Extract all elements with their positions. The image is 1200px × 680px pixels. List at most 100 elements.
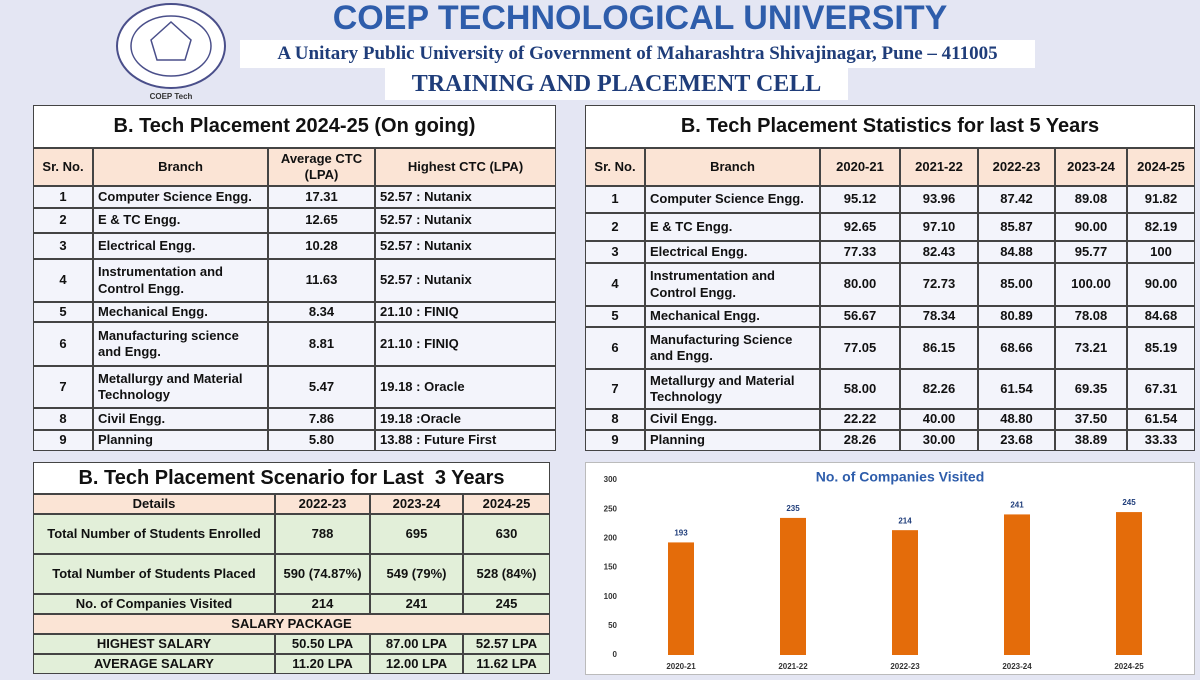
column-header: 2022-23 — [275, 494, 370, 514]
table-title: B. Tech Placement Scenario for Last 3 Ye… — [33, 462, 550, 494]
column-header: 2021-22 — [900, 148, 978, 186]
table-cell: 40.00 — [900, 409, 978, 430]
column-header: Highest CTC (LPA) — [375, 148, 556, 186]
table-cell: 78.34 — [900, 306, 978, 327]
logo-ring — [116, 3, 226, 89]
table-cell: 82.19 — [1127, 213, 1195, 241]
table-cell: 95.77 — [1055, 241, 1127, 263]
table-cell: 590 (74.87%) — [275, 554, 370, 594]
table-cell: Metallurgy and Material Technology — [645, 369, 820, 409]
column-header: 2024-25 — [1127, 148, 1195, 186]
table-cell: 12.65 — [268, 208, 375, 233]
value-label: 235 — [786, 504, 800, 513]
university-subtitle: A Unitary Public University of Governmen… — [240, 40, 1035, 68]
logo-caption: COEP Tech — [150, 92, 193, 101]
y-tick-label: 50 — [608, 621, 617, 630]
table-cell: 12.00 LPA — [370, 654, 463, 674]
table-cell: 100 — [1127, 241, 1195, 263]
table-cell: 85.19 — [1127, 327, 1195, 369]
table-cell: No. of Companies Visited — [33, 594, 275, 614]
table-cell: E & TC Engg. — [93, 208, 268, 233]
table-cell: 245 — [463, 594, 550, 614]
table-cell: 91.82 — [1127, 186, 1195, 213]
logo-emblem — [150, 20, 192, 61]
table-cell: Instrumentation and Control Engg. — [645, 263, 820, 306]
column-header: Branch — [93, 148, 268, 186]
table-cell: 2 — [585, 213, 645, 241]
bar — [780, 517, 806, 655]
table-cell: 7 — [33, 366, 93, 408]
table-cell: 58.00 — [820, 369, 900, 409]
table-cell: 77.33 — [820, 241, 900, 263]
table-cell: 4 — [33, 259, 93, 302]
table-cell: 4 — [585, 263, 645, 306]
table-cell: 11.63 — [268, 259, 375, 302]
y-tick-label: 150 — [604, 563, 618, 572]
table-cell: 67.31 — [1127, 369, 1195, 409]
table-cell: 3 — [585, 241, 645, 263]
table-cell: 5 — [585, 306, 645, 327]
x-tick-label: 2023-24 — [1002, 662, 1032, 671]
table-cell: 33.33 — [1127, 430, 1195, 451]
column-header: 2023-24 — [370, 494, 463, 514]
section-header: SALARY PACKAGE — [33, 614, 550, 634]
column-header: 2024-25 — [463, 494, 550, 514]
table-cell: 84.68 — [1127, 306, 1195, 327]
table-cell: 8.34 — [268, 302, 375, 322]
table-cell: 85.87 — [978, 213, 1055, 241]
y-tick-label: 0 — [613, 650, 618, 659]
table-cell: 11.62 LPA — [463, 654, 550, 674]
value-label: 214 — [898, 516, 912, 525]
table-cell: 37.50 — [1055, 409, 1127, 430]
table-cell: 6 — [585, 327, 645, 369]
table-cell: 3 — [33, 233, 93, 259]
value-label: 245 — [1122, 498, 1136, 507]
table-cell: 549 (79%) — [370, 554, 463, 594]
table-cell: 95.12 — [820, 186, 900, 213]
table-cell: Civil Engg. — [645, 409, 820, 430]
table-cell: 5.80 — [268, 430, 375, 451]
table-cell: 80.00 — [820, 263, 900, 306]
x-tick-label: 2021-22 — [778, 662, 808, 671]
table-cell: 87.42 — [978, 186, 1055, 213]
table-cell: 84.88 — [978, 241, 1055, 263]
table-cell: 630 — [463, 514, 550, 554]
y-tick-label: 200 — [604, 533, 618, 542]
table-cell: 52.57 : Nutanix — [375, 208, 556, 233]
table-cell: 28.26 — [820, 430, 900, 451]
table-cell: 87.00 LPA — [370, 634, 463, 654]
table-cell: 90.00 — [1127, 263, 1195, 306]
table-cell: Manufacturing science and Engg. — [93, 322, 268, 366]
table-cell: 78.08 — [1055, 306, 1127, 327]
table-cell: 17.31 — [268, 186, 375, 208]
table-cell: 214 — [275, 594, 370, 614]
y-tick-label: 250 — [604, 504, 618, 513]
bar — [668, 542, 694, 655]
table-cell: 5 — [33, 302, 93, 322]
table-cell: Mechanical Engg. — [93, 302, 268, 322]
column-header: Sr. No. — [33, 148, 93, 186]
table-cell: 90.00 — [1055, 213, 1127, 241]
y-tick-label: 300 — [604, 475, 618, 484]
table-cell: 100.00 — [1055, 263, 1127, 306]
table-cell: Electrical Engg. — [645, 241, 820, 263]
table-cell: 89.08 — [1055, 186, 1127, 213]
table-cell: 93.96 — [900, 186, 978, 213]
table-cell: 10.28 — [268, 233, 375, 259]
table-cell: 9 — [33, 430, 93, 451]
university-title: COEP TECHNOLOGICAL UNIVERSITY — [332, 0, 948, 37]
bar — [1004, 514, 1030, 655]
table-cell: HIGHEST SALARY — [33, 634, 275, 654]
table-title: B. Tech Placement 2024-25 (On going) — [33, 105, 556, 148]
table-cell: 9 — [585, 430, 645, 451]
table-cell: Computer Science Engg. — [93, 186, 268, 208]
table-cell: Manufacturing Science and Engg. — [645, 327, 820, 369]
table-cell: 52.57 LPA — [463, 634, 550, 654]
table-cell: 1 — [585, 186, 645, 213]
table-cell: Mechanical Engg. — [645, 306, 820, 327]
table-cell: Total Number of Students Enrolled — [33, 514, 275, 554]
table-cell: 48.80 — [978, 409, 1055, 430]
table-cell: 21.10 : FINIQ — [375, 322, 556, 366]
table-cell: 5.47 — [268, 366, 375, 408]
